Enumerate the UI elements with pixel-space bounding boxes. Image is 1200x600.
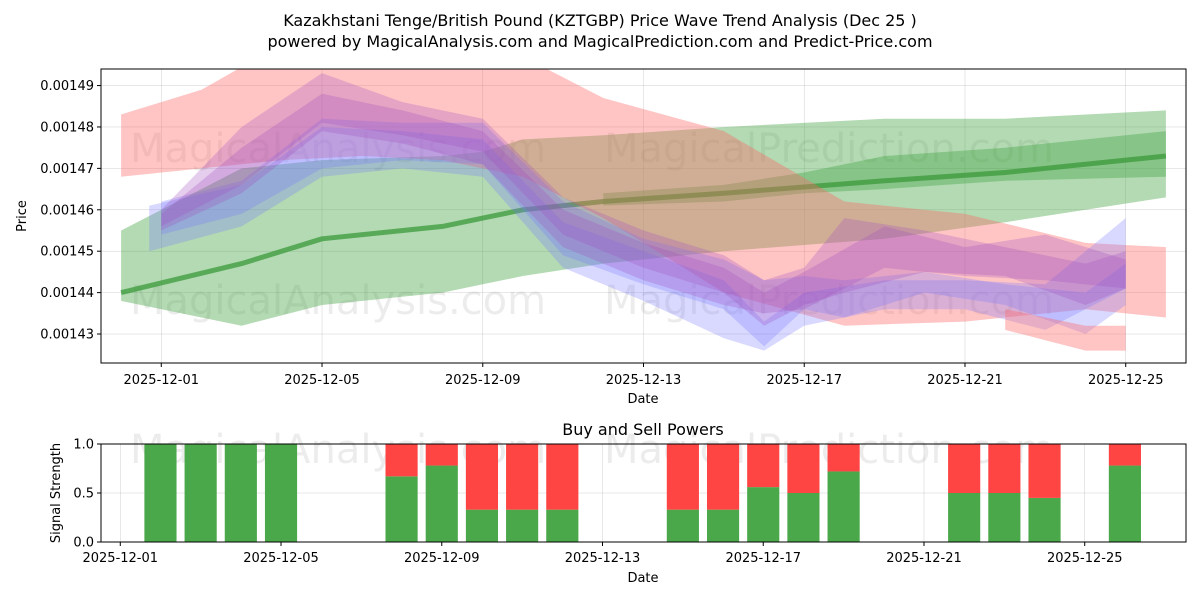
signal-panel-title: Buy and Sell Powers — [562, 420, 724, 439]
sell-power-bar — [666, 444, 699, 510]
sell-power-bar — [425, 444, 458, 466]
buy-power-bar — [425, 465, 458, 542]
buy-power-bar — [706, 509, 740, 542]
chart-title-line1: Kazakhstani Tenge/British Pound (KZTGBP)… — [283, 11, 917, 30]
price-y-tick-label: 0.00144 — [40, 286, 94, 301]
price-band-6 — [161, 73, 1126, 326]
signal-x-tick-label: 2025-12-09 — [404, 551, 480, 566]
price-band-1 — [603, 131, 1166, 206]
buy-power-bar — [1108, 465, 1141, 542]
chart-title-line2: powered by MagicalAnalysis.com and Magic… — [267, 32, 932, 51]
sell-power-bar — [546, 444, 579, 510]
price-trend-line — [120, 153, 1167, 296]
price-band-3 — [121, 69, 1166, 326]
signal-x-tick-label: 2025-12-17 — [725, 551, 801, 566]
price-x-tick-label: 2025-12-13 — [606, 373, 682, 388]
signal-panel: Buy and Sell Powers MagicalAnalysis.com … — [49, 420, 1187, 586]
buy-power-bar — [1028, 497, 1061, 542]
signal-x-axis: 2025-12-01 2025-12-05 2025-12-09 2025-12-13… — [82, 542, 1123, 566]
price-x-axis-label: Date — [627, 392, 658, 407]
sell-power-bar — [827, 444, 860, 472]
sell-power-bar — [948, 444, 981, 493]
signal-y-tick-label: 0.0 — [73, 536, 94, 551]
price-band-7 — [161, 93, 1126, 314]
signal-x-tick-label: 2025-12-21 — [886, 551, 962, 566]
price-watermarks: MagicalAnalysis.com MagicalPrediction.co… — [130, 126, 1054, 324]
sell-power-bar — [1108, 444, 1141, 466]
signal-x-tick-label: 2025-12-05 — [243, 551, 319, 566]
signal-y-tick-label: 0.5 — [73, 487, 94, 502]
price-x-tick-label: 2025-12-21 — [927, 373, 1003, 388]
sell-power-bar — [747, 444, 780, 488]
price-y-axis: 0.00143 0.00144 0.00145 0.00146 0.00147 0.001… — [40, 79, 101, 343]
signal-y-axis: 0.0 0.5 1.0 — [73, 438, 101, 551]
price-y-tick-label: 0.00146 — [40, 203, 94, 218]
buy-power-bar — [465, 509, 499, 542]
watermark-analysis-lower: MagicalAnalysis.com — [130, 278, 546, 324]
signal-bars — [144, 444, 1141, 542]
price-band-5 — [149, 127, 1126, 351]
buy-power-bar — [546, 509, 579, 542]
price-band-4 — [161, 118, 1126, 347]
price-panel: MagicalAnalysis.com MagicalPrediction.co… — [15, 68, 1187, 407]
price-band-8 — [1005, 309, 1126, 351]
signal-x-axis-label: Date — [627, 571, 658, 586]
buy-power-bar — [264, 444, 298, 542]
watermark-prediction-upper: MagicalPrediction.com — [604, 126, 1054, 172]
signal-x-tick-label: 2025-12-01 — [82, 551, 158, 566]
price-grid — [101, 69, 1186, 363]
buy-power-bar — [224, 444, 257, 542]
price-y-tick-label: 0.00143 — [40, 328, 94, 343]
buy-power-bar — [666, 509, 699, 542]
signal-y-tick-label: 1.0 — [73, 438, 94, 453]
signal-x-tick-label: 2025-12-13 — [565, 551, 641, 566]
buy-power-bar — [988, 493, 1021, 542]
sell-power-bar — [1028, 444, 1061, 498]
buy-power-bar — [948, 493, 981, 542]
buy-power-bar — [506, 509, 539, 542]
buy-power-bar — [747, 487, 780, 542]
price-y-tick-label: 0.00148 — [40, 120, 94, 135]
sell-power-bar — [706, 444, 740, 510]
signal-x-tick-label: 2025-12-25 — [1047, 551, 1123, 566]
price-x-tick-label: 2025-12-17 — [766, 373, 842, 388]
buy-power-bar — [827, 471, 860, 542]
buy-power-bar — [787, 493, 820, 542]
price-x-tick-label: 2025-12-05 — [284, 373, 360, 388]
price-x-axis: 2025-12-01 2025-12-05 2025-12-09 2025-12-13… — [123, 363, 1164, 388]
sell-power-bar — [506, 444, 539, 510]
buy-power-bar — [184, 444, 217, 542]
price-x-tick-label: 2025-12-09 — [445, 373, 521, 388]
watermark-prediction-lower: MagicalPrediction.com — [604, 278, 1054, 324]
price-y-axis-label: Price — [15, 200, 30, 232]
sell-power-bar — [465, 444, 499, 510]
price-y-tick-label: 0.00147 — [40, 162, 94, 177]
sell-power-bar — [988, 444, 1021, 493]
buy-power-bar — [144, 444, 177, 542]
price-y-tick-label: 0.00149 — [40, 79, 94, 94]
buy-power-bar — [385, 476, 418, 542]
sell-power-bar — [787, 444, 820, 493]
sell-power-bar — [385, 444, 418, 477]
signal-y-axis-label: Signal Strength — [49, 443, 64, 543]
price-x-tick-label: 2025-12-01 — [123, 373, 199, 388]
price-x-tick-label: 2025-12-25 — [1088, 373, 1164, 388]
watermark-analysis-upper: MagicalAnalysis.com — [130, 126, 546, 172]
price-band-0 — [121, 110, 1166, 326]
price-series — [120, 69, 1167, 351]
price-y-tick-label: 0.00145 — [40, 245, 94, 260]
